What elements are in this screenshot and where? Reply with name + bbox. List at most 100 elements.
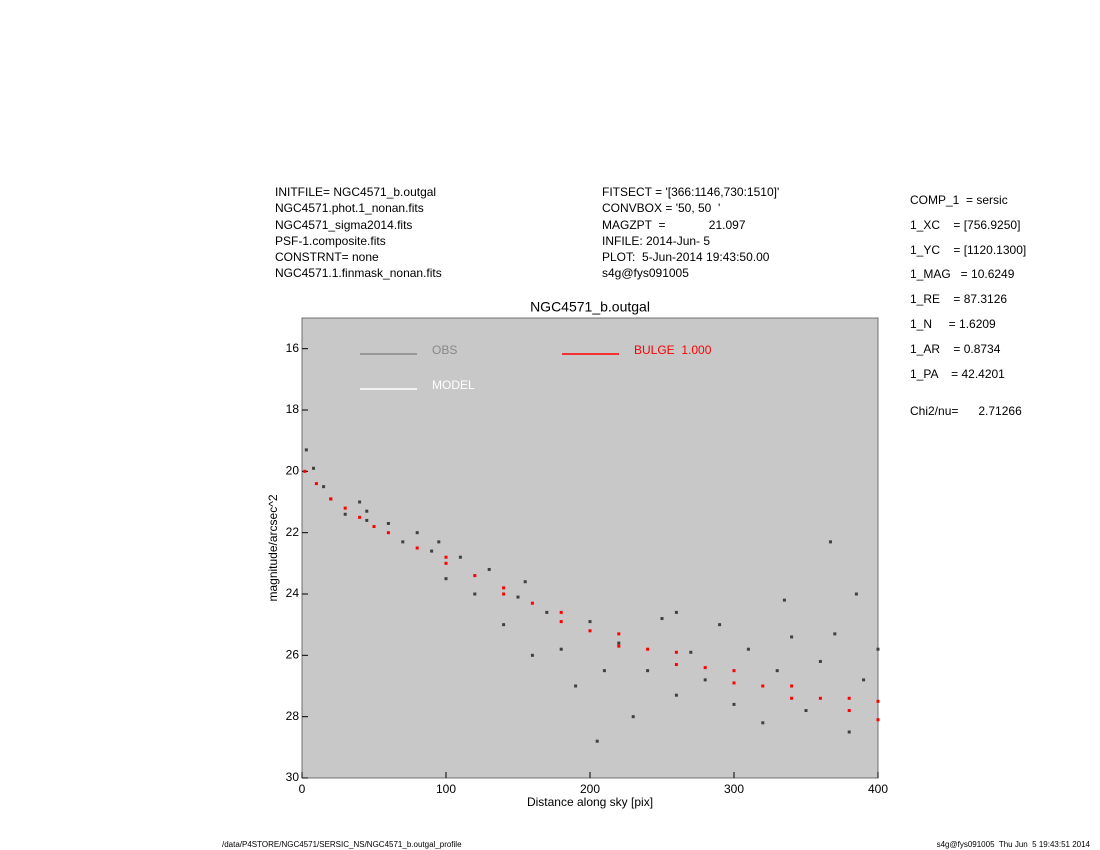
point [847,730,851,734]
point [718,623,722,627]
point [674,650,678,654]
point [386,531,390,535]
plot-area [301,317,879,779]
point [703,666,707,670]
legend-label: MODEL [432,378,475,392]
y-tick-label: 24 [286,586,300,600]
point [847,696,851,700]
point [775,669,779,673]
point [502,592,506,596]
point [365,518,369,522]
point [660,617,664,621]
x-tick-label: 200 [580,782,600,796]
point [444,561,448,565]
point [322,485,326,489]
point [703,678,707,682]
header-line: MAGZPT = 21.097 [602,217,746,232]
point [617,644,621,648]
point [833,632,837,636]
point [818,696,822,700]
point [790,635,794,639]
header-line: INITFILE= NGC4571_b.outgal [275,185,437,199]
point [602,669,606,673]
point [545,610,549,614]
y-tick-label: 16 [286,341,300,355]
header-line: 1_XC = [756.9250] [910,217,1021,232]
point [343,512,347,516]
point [401,540,405,544]
footer-left: /data/P4STORE/NGC4571/SERSIC_NS/NGC4571_… [222,840,462,849]
point [876,699,880,703]
point [854,592,858,596]
point [559,647,563,651]
point [372,525,376,529]
point [732,681,736,685]
point [502,623,506,627]
point [574,684,578,688]
point [646,647,650,651]
point [329,497,333,501]
header-line: 1_RE = 87.3126 [910,292,1008,307]
point [804,709,808,713]
x-tick-label: 300 [724,782,744,796]
point [304,448,308,452]
x-tick-label: 400 [868,782,888,796]
point [530,601,534,605]
point [761,721,765,725]
point [559,610,563,614]
point [674,663,678,667]
header-line: 1_N = 1.6209 [910,316,996,331]
point [312,466,316,470]
point [847,709,851,713]
point [386,521,390,525]
y-axis-label: magnitude/arcsec^2 [266,494,280,601]
header-line: 1_YC = [1120.1300] [910,242,1027,257]
point [617,641,621,645]
point [523,580,527,584]
header-line: 1_PA = 42.4201 [910,366,1005,381]
point [437,540,441,544]
point [674,693,678,697]
header-middle: FITSECT = '[366:1146,730:1510]' CONVBOX =… [602,184,779,282]
point [430,549,434,553]
header-line: NGC4571_sigma2014.fits [275,217,413,232]
point [790,696,794,700]
point [358,515,362,519]
legend-label: BULGE 1.000 [634,343,712,357]
y-tick-label: 18 [286,402,300,416]
header-line: INFILE: 2014-Jun- 5 [602,233,711,248]
point [502,586,506,590]
point [862,678,866,682]
point [343,506,347,510]
point [782,598,786,602]
point [415,531,419,535]
point [473,574,477,578]
point [689,650,693,654]
header-line: PLOT: 5-Jun-2014 19:43:50.00 [602,250,770,265]
point [458,555,462,559]
y-tick-label: 26 [286,648,300,662]
point [732,702,736,706]
header-line: CONVBOX = '50, 50 ' [602,201,721,216]
point [732,669,736,673]
legend-label: OBS [432,343,457,357]
point [473,592,477,596]
footer-right: s4g@fys091005 Thu Jun 5 19:43:51 2014 [936,840,1090,849]
point [818,659,822,663]
point [559,620,563,624]
y-tick-label: 28 [286,709,300,723]
header-line: NGC4571.1.finmask_nonan.fits [275,266,442,281]
point [876,647,880,651]
point [365,509,369,513]
header-line: FITSECT = '[366:1146,730:1510]' [602,185,780,199]
header-line: NGC4571.phot.1_nonan.fits [275,201,424,216]
point [588,629,592,633]
x-tick-label: 0 [299,782,306,796]
point [487,567,491,571]
y-tick-label: 22 [286,525,300,539]
x-axis-label: Distance along sky [pix] [527,795,653,809]
point [358,500,362,504]
point [444,577,448,581]
